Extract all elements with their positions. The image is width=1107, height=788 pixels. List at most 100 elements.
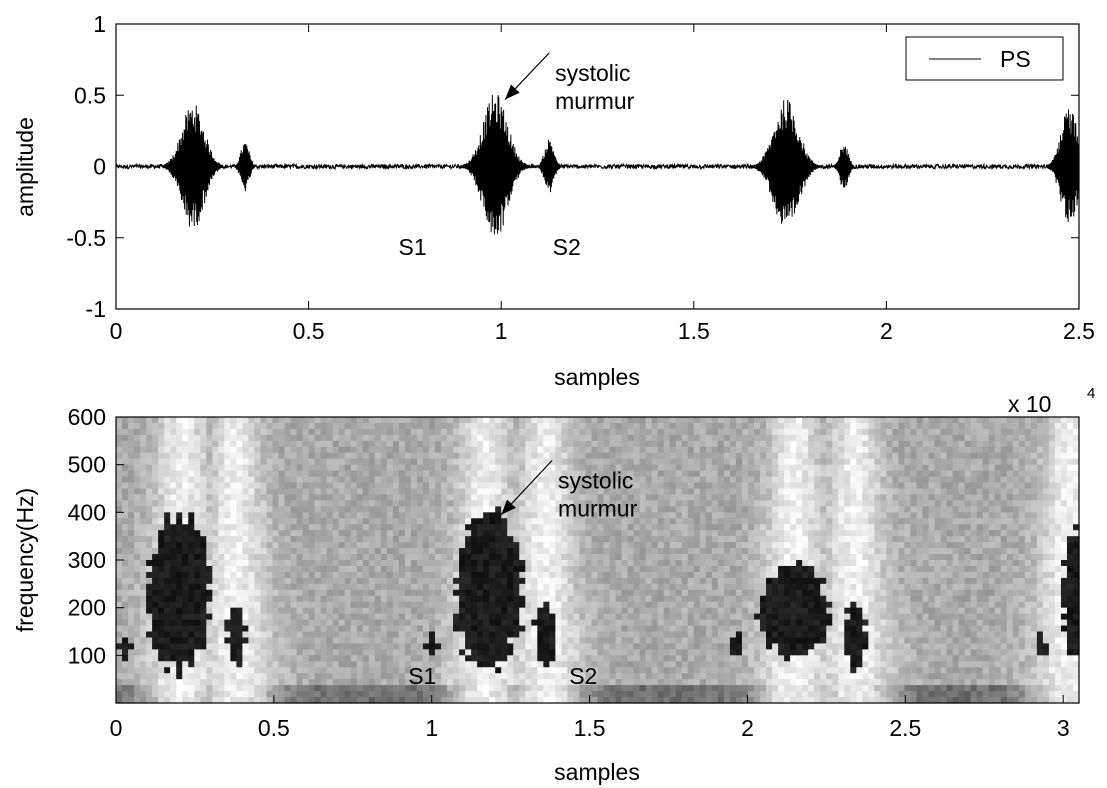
spectrogram-cell bbox=[838, 536, 845, 543]
spectrogram-cell bbox=[693, 488, 701, 496]
spectrogram-cell bbox=[224, 536, 231, 543]
spectrogram-cell bbox=[134, 512, 141, 519]
spectrogram-cell bbox=[483, 434, 490, 442]
spectrogram-cell bbox=[140, 452, 147, 460]
spectrogram-cell bbox=[338, 434, 346, 442]
spectrogram-cell bbox=[621, 446, 629, 454]
spectrogram-cell bbox=[116, 595, 123, 603]
spectrogram-cell bbox=[368, 589, 376, 597]
spectrogram-cell bbox=[428, 571, 436, 579]
spectrogram-cell bbox=[350, 506, 358, 513]
spectrogram-cell bbox=[1042, 482, 1050, 490]
spectrogram-cell bbox=[1012, 452, 1020, 460]
spectrogram-cell bbox=[862, 476, 869, 484]
spectrogram-cell bbox=[176, 595, 183, 603]
spectrogram-cell bbox=[934, 440, 942, 448]
spectrogram-cell bbox=[892, 452, 900, 460]
spectrogram-cell bbox=[729, 536, 737, 543]
spectrogram-cell bbox=[705, 506, 713, 513]
spectrogram-cell bbox=[398, 524, 406, 531]
spectrogram-cell bbox=[687, 512, 695, 519]
spectrogram-cell bbox=[477, 494, 484, 502]
spectrogram-cell bbox=[621, 440, 629, 448]
spectrogram-cell bbox=[477, 488, 484, 496]
spectrogram-cell bbox=[284, 440, 292, 448]
spectrogram-cell bbox=[170, 518, 177, 525]
spectrogram-cell bbox=[116, 565, 123, 573]
spectrogram-cell bbox=[988, 452, 996, 460]
spectrogram-cell bbox=[982, 518, 990, 525]
spectrogram-cell bbox=[459, 458, 466, 466]
spectrogram-cell bbox=[489, 470, 496, 478]
spectrogram-cell bbox=[597, 452, 605, 460]
spectrogram-cell bbox=[880, 476, 887, 484]
spectrogram-cell bbox=[350, 452, 358, 460]
spectrogram-cell bbox=[808, 446, 815, 454]
spectrogram-cell bbox=[922, 458, 930, 466]
spectrogram-cell bbox=[687, 595, 695, 603]
spectrogram-cell bbox=[434, 571, 442, 579]
spectrogram-cell bbox=[868, 500, 875, 507]
spectrogram-cell bbox=[489, 428, 496, 436]
spectrogram-cell bbox=[380, 500, 388, 507]
spectrogram-cell bbox=[838, 560, 845, 567]
spectrogram-cell bbox=[459, 446, 466, 454]
spectrogram-cell bbox=[459, 595, 466, 603]
spectrogram-cell bbox=[916, 548, 924, 555]
spectrogram-cell bbox=[621, 422, 629, 430]
spectrogram-cell bbox=[766, 595, 773, 603]
spectrogram-cell bbox=[248, 464, 256, 472]
spectrogram-cell bbox=[796, 560, 803, 567]
spectrogram-cell bbox=[910, 571, 918, 579]
spectrogram-cell bbox=[1054, 440, 1062, 448]
spectrogram-cell bbox=[194, 577, 201, 585]
spectrogram-cell bbox=[531, 500, 538, 507]
spectrogram-cell bbox=[561, 589, 569, 597]
spectrogram-cell bbox=[242, 595, 250, 603]
spectrogram-cell bbox=[808, 428, 815, 436]
spectrogram-cell bbox=[838, 440, 845, 448]
spectrogram-cell bbox=[940, 476, 948, 484]
spectrogram-cell bbox=[1042, 452, 1050, 460]
spectrogram-cell bbox=[459, 536, 466, 543]
spectrogram-cell bbox=[988, 548, 996, 555]
spectrogram-cell bbox=[639, 494, 647, 502]
spectrogram-cell bbox=[976, 434, 984, 442]
spectrogram-cell bbox=[471, 560, 478, 567]
spectrogram-cell bbox=[224, 452, 231, 460]
spectrogram-cell bbox=[874, 488, 881, 496]
spectrogram-cell bbox=[260, 440, 268, 448]
spectrogram-cell bbox=[802, 583, 809, 591]
spectrogram-cell bbox=[525, 530, 532, 537]
spectrogram-cell bbox=[826, 417, 833, 424]
spectrogram-cell bbox=[188, 482, 195, 490]
spectrogram-cell bbox=[549, 428, 556, 436]
spectrogram-cell bbox=[639, 577, 647, 585]
spectrogram-cell bbox=[1048, 446, 1056, 454]
spectrogram-cell bbox=[122, 524, 129, 531]
spectrogram-cell bbox=[916, 536, 924, 543]
spectrogram-cell bbox=[651, 524, 659, 531]
spectrogram-cell bbox=[561, 417, 569, 424]
spectrogram-cell bbox=[723, 542, 731, 549]
spectrogram-cell bbox=[254, 589, 262, 597]
spectrogram-cell bbox=[441, 589, 448, 597]
spectrogram-cell bbox=[146, 542, 153, 549]
spectrogram-cell bbox=[1006, 476, 1014, 484]
spectrogram-cell bbox=[753, 554, 761, 561]
spectrogram-cell bbox=[266, 512, 274, 519]
spectrogram-cell bbox=[254, 554, 262, 561]
spectrogram-cell bbox=[868, 548, 875, 555]
spectrogram-cell bbox=[134, 542, 141, 549]
spectrogram-cell bbox=[555, 577, 562, 585]
spectrogram-cell bbox=[116, 530, 123, 537]
spectrogram-cell bbox=[537, 470, 544, 478]
spectrogram-cell bbox=[645, 560, 653, 567]
spectrogram-cell bbox=[459, 470, 466, 478]
spectrogram-cell bbox=[272, 530, 280, 537]
spectrogram-cell bbox=[441, 536, 448, 543]
spectrogram-cell bbox=[790, 560, 797, 567]
spectrogram-cell bbox=[380, 524, 388, 531]
spectrogram-cell bbox=[802, 488, 809, 496]
spectrogram-cell bbox=[591, 476, 599, 484]
